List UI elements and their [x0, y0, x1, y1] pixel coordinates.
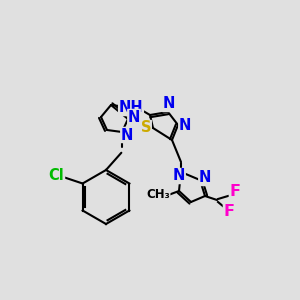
Text: Cl: Cl [49, 168, 64, 183]
Text: N: N [199, 170, 211, 185]
Text: NH: NH [119, 100, 143, 116]
Text: N: N [128, 110, 140, 124]
Text: S: S [141, 121, 151, 136]
Text: N: N [121, 128, 133, 142]
Text: CH₃: CH₃ [146, 188, 170, 200]
Text: N: N [179, 118, 191, 134]
Text: N: N [173, 169, 185, 184]
Text: F: F [224, 205, 235, 220]
Text: F: F [230, 184, 241, 199]
Text: N: N [163, 97, 175, 112]
